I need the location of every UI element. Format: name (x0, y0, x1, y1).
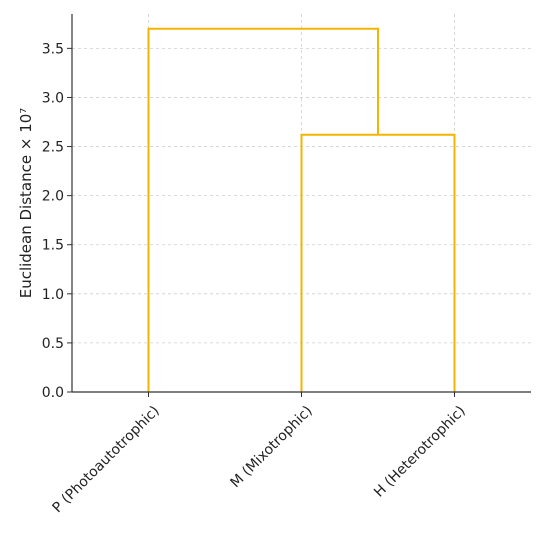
x-tick-label-0: P (Photoautotrophic) (50, 403, 163, 516)
dendrogram-link-1 (147, 27, 379, 392)
y-tick-label-6: 3.0 (42, 90, 64, 106)
y-tick-label-1: 0.5 (42, 336, 64, 352)
y-tick-label-4: 2.0 (42, 189, 64, 205)
y-tick-label-5: 2.5 (42, 140, 64, 156)
dendrogram-link-0 (300, 133, 456, 392)
y-tick-label-7: 3.5 (42, 41, 64, 57)
x-tick-label-2: H (Heterotrophic) (371, 403, 469, 501)
y-tick-label-2: 1.0 (42, 287, 64, 303)
y-tick-label-0: 0.0 (42, 385, 64, 401)
label-layer: 0.0 0.5 1.0 1.5 2.0 2.5 3.0 3.5 P (Photoautotrop… (17, 41, 469, 516)
link-layer (147, 27, 456, 392)
y-axis-title: Euclidean Distance × 10⁷ (17, 108, 35, 299)
axis-layer (67, 14, 531, 397)
y-tick-label-3: 1.5 (42, 238, 64, 254)
x-tick-label-1: M (Mixotrophic) (228, 403, 316, 491)
